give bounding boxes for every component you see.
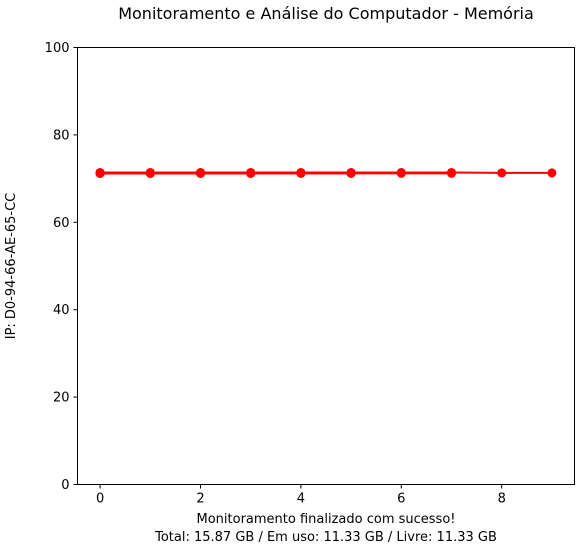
data-point: [296, 168, 305, 177]
x-tick-label: 6: [397, 492, 405, 507]
y-axis: 0 20 40 60 80 100: [45, 41, 78, 493]
data-point: [547, 168, 556, 177]
x-tick-label: 2: [196, 492, 204, 507]
plot-marks: [96, 168, 557, 178]
data-point: [196, 168, 205, 177]
y-tick-label: 40: [53, 303, 70, 318]
x-tick-label: 8: [498, 492, 506, 507]
chart-title: Monitoramento e Análise do Computador - …: [118, 4, 534, 23]
y-tick-label: 60: [53, 216, 70, 231]
data-point: [246, 169, 255, 178]
data-point: [96, 168, 105, 177]
x-axis-label-line-1: Monitoramento finalizado com sucesso!: [197, 512, 456, 527]
y-tick-label: 0: [61, 478, 69, 493]
x-tick-label: 4: [297, 492, 305, 507]
data-point: [146, 169, 155, 178]
x-axis: 0 2 4 6 8: [96, 485, 506, 507]
y-axis-label: IP: D0-94-66-AE-65-CC: [4, 193, 19, 340]
x-tick-label: 0: [96, 492, 104, 507]
y-tick-label: 20: [53, 391, 70, 406]
plot-area-frame: [78, 48, 575, 485]
data-point: [497, 168, 506, 177]
y-tick-label: 80: [53, 128, 70, 143]
data-point: [447, 169, 456, 178]
data-point: [397, 168, 406, 177]
y-tick-label: 100: [45, 41, 70, 56]
data-point: [347, 169, 356, 178]
x-axis-label-line-2: Total: 15.87 GB / Em uso: 11.33 GB / Liv…: [154, 530, 497, 545]
